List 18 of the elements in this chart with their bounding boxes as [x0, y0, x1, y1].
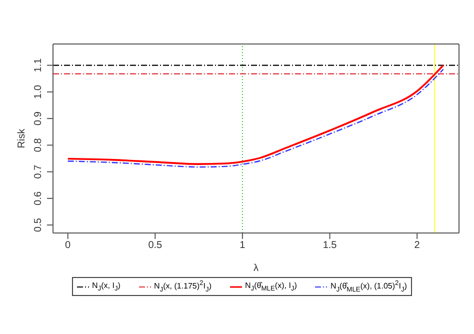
- x-tick-label: 0: [65, 240, 72, 252]
- y-axis-title: Risk: [16, 128, 28, 148]
- x-axis-title: λ: [254, 263, 258, 274]
- legend-label: N$_{J}$(x, (1.175)$^{2}$I$_{J}$): [154, 280, 212, 294]
- y-tick-label: 0.9: [33, 111, 44, 126]
- legend-label: N$_{J}$(θ̂$_{MLE}$(x), I$_{J}$): [245, 280, 297, 292]
- text: N$_{J}$(θ̂$_{MLE}$(x), (1.05)$^{2}$I$_{J}$): [330, 280, 407, 294]
- legend-label: N$_{J}$(x, I$_{J}$): [92, 280, 120, 292]
- y-tick-label: 1.1: [33, 58, 44, 72]
- y-tick-label: 0.6: [33, 191, 44, 206]
- y-tick-label: 0.7: [33, 164, 44, 179]
- x-tick-label: 0.5: [148, 240, 163, 252]
- y-tick-label: 0.5: [33, 218, 44, 232]
- x-tick-label: 1: [240, 240, 246, 252]
- y-tick-label: 1.0: [33, 84, 44, 99]
- y-tick-label: 0.8: [33, 138, 44, 152]
- x-tick-label: 1.5: [322, 240, 338, 252]
- x-tick-label: 2: [414, 240, 420, 252]
